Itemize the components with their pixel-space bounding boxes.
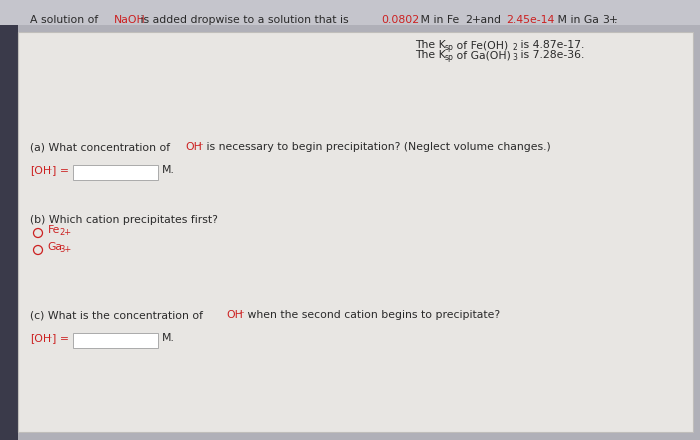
- Text: ] =: ] =: [52, 165, 69, 175]
- Text: ⁻: ⁻: [197, 142, 202, 152]
- Text: 2.45e-14: 2.45e-14: [507, 15, 555, 25]
- Text: is added dropwise to a solution that is: is added dropwise to a solution that is: [137, 15, 352, 25]
- Text: [OH: [OH: [30, 333, 51, 343]
- Text: 2+: 2+: [465, 15, 481, 25]
- Text: is 4.87e-17.: is 4.87e-17.: [517, 40, 584, 50]
- Text: Ga: Ga: [48, 242, 62, 252]
- Text: ⁻: ⁻: [48, 166, 52, 176]
- Text: ] =: ] =: [52, 333, 69, 343]
- Text: and: and: [477, 15, 505, 25]
- Text: (a) What concentration of: (a) What concentration of: [30, 142, 174, 152]
- Bar: [0, 25, 18, 440]
- Text: sp: sp: [444, 43, 454, 51]
- Text: 3+: 3+: [60, 245, 71, 253]
- Text: Fe: Fe: [48, 225, 60, 235]
- Text: 2+: 2+: [60, 227, 71, 237]
- Text: 0.0802: 0.0802: [382, 15, 420, 25]
- Text: M in Fe: M in Fe: [417, 15, 459, 25]
- Text: ⁻: ⁻: [48, 334, 52, 344]
- Text: NaOH: NaOH: [113, 15, 145, 25]
- Text: sp: sp: [444, 52, 454, 62]
- Bar: [73, 165, 158, 180]
- Text: of Fe(OH): of Fe(OH): [453, 40, 508, 50]
- Text: The K: The K: [415, 40, 446, 50]
- Text: .: .: [614, 15, 617, 25]
- Text: OH: OH: [185, 142, 202, 152]
- Text: 3+: 3+: [602, 15, 618, 25]
- Text: is 7.28e-36.: is 7.28e-36.: [517, 50, 584, 60]
- Text: M in Ga: M in Ga: [554, 15, 599, 25]
- Bar: [73, 333, 158, 348]
- Text: M.: M.: [162, 165, 175, 175]
- Text: [OH: [OH: [30, 165, 51, 175]
- Text: 3: 3: [513, 52, 518, 62]
- Text: 2: 2: [513, 43, 517, 51]
- Bar: [0, 0, 700, 25]
- Text: of Ga(OH): of Ga(OH): [453, 50, 511, 60]
- Text: is necessary to begin precipitation? (Neglect volume changes.): is necessary to begin precipitation? (Ne…: [203, 142, 550, 152]
- Text: (c) What is the concentration of: (c) What is the concentration of: [30, 310, 206, 320]
- Text: A solution of: A solution of: [30, 15, 101, 25]
- Text: The K: The K: [415, 50, 446, 60]
- Text: when the second cation begins to precipitate?: when the second cation begins to precipi…: [244, 310, 500, 320]
- Text: M.: M.: [162, 333, 175, 343]
- Text: ⁻: ⁻: [239, 310, 244, 320]
- Text: OH: OH: [227, 310, 244, 320]
- Text: (b) Which cation precipitates first?: (b) Which cation precipitates first?: [30, 215, 218, 225]
